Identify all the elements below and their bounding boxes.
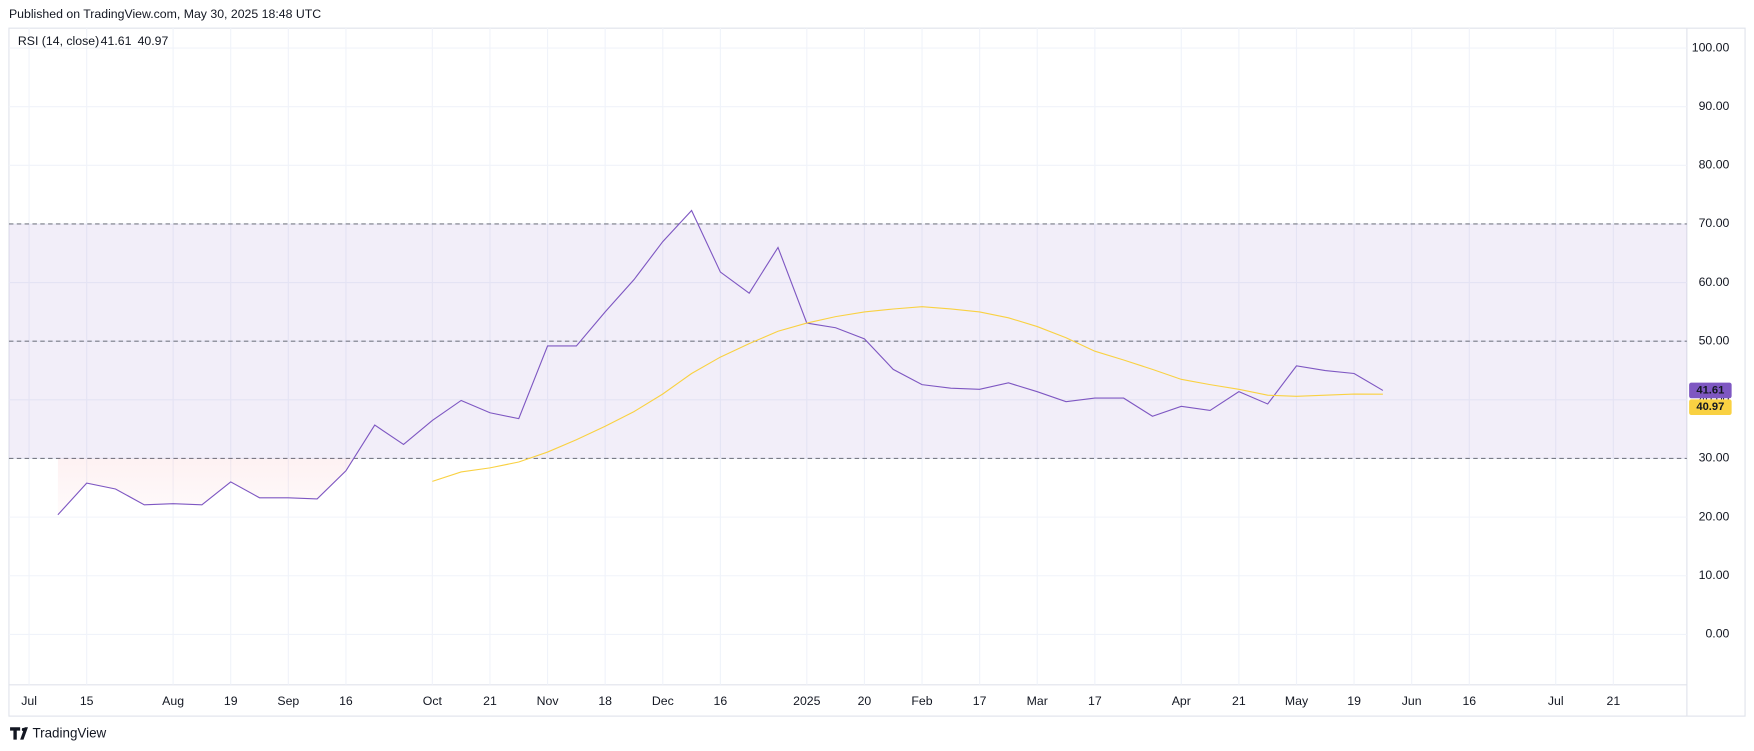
logo <box>10 727 28 740</box>
value-badge-label: 40.97 <box>1696 401 1724 413</box>
x-tick-label: 17 <box>1088 694 1102 708</box>
x-tick-label: May <box>1285 694 1309 708</box>
x-tick-label: 16 <box>1462 694 1476 708</box>
x-tick-label: 16 <box>714 694 728 708</box>
series-line <box>432 306 1383 482</box>
y-tick-label: 70.00 <box>1699 216 1730 230</box>
x-tick-label: Apr <box>1172 694 1191 708</box>
x-tick-label: 21 <box>483 694 497 708</box>
x-tick-label: Aug <box>162 694 184 708</box>
x-tick-label: Jul <box>1548 694 1564 708</box>
x-tick-label: 20 <box>858 694 872 708</box>
y-tick-label: 100.00 <box>1692 40 1730 54</box>
x-tick-label: 17 <box>973 694 987 708</box>
y-tick-label: 80.00 <box>1699 158 1730 172</box>
rsi-value: 41.61 <box>101 34 132 48</box>
x-tick-label: 15 <box>80 694 94 708</box>
x-tick-label: 21 <box>1232 694 1246 708</box>
value-badge <box>1689 382 1732 399</box>
y-tick-label: 0.00 <box>1705 627 1729 641</box>
footer-brand: TradingView <box>32 726 106 741</box>
oversold-fill <box>57 458 1383 515</box>
indicator-title: RSI (14, close) <box>18 34 99 48</box>
x-tick-label: 2025 <box>793 694 821 708</box>
y-tick-label: 30.00 <box>1699 451 1730 465</box>
x-tick-label: 16 <box>339 694 353 708</box>
x-tick-label: Dec <box>652 694 674 708</box>
y-tick-label: 90.00 <box>1699 99 1730 113</box>
x-tick-label: Nov <box>537 694 560 708</box>
x-tick-label: Jun <box>1402 694 1422 708</box>
x-tick-label: 18 <box>598 694 612 708</box>
pane-border <box>8 27 1746 717</box>
x-tick-label: Feb <box>911 694 932 708</box>
x-tick-label: 19 <box>1347 694 1361 708</box>
x-tick-label: 19 <box>224 694 238 708</box>
y-tick-label: 60.00 <box>1699 275 1730 289</box>
y-tick-label: 10.00 <box>1699 568 1730 582</box>
published-note: Published on TradingView.com, May 30, 20… <box>9 7 321 21</box>
y-tick-label: 20.00 <box>1699 509 1730 523</box>
series-line <box>57 209 1384 516</box>
x-tick-label: 21 <box>1606 694 1620 708</box>
x-tick-label: Oct <box>423 694 443 708</box>
value-badge <box>1689 399 1732 416</box>
x-tick-label: Jul <box>21 694 37 708</box>
x-tick-label: Sep <box>277 694 299 708</box>
ma-value: 40.97 <box>138 34 169 48</box>
y-tick-label: 50.00 <box>1699 333 1730 347</box>
plot: 0.0010.0020.0030.0040.0050.0060.0070.008… <box>8 28 1732 708</box>
value-badge-label: 41.61 <box>1696 384 1724 396</box>
x-tick-label: Mar <box>1027 694 1048 708</box>
